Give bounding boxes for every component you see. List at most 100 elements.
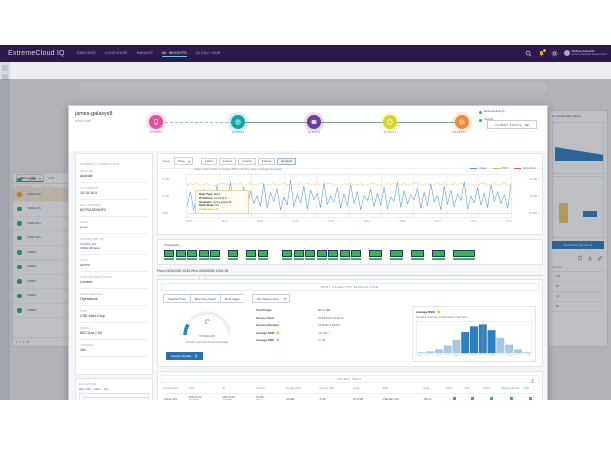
table-row[interactable]: › Store1-AP22020-02-2413:47:472020-02-24… [162, 393, 538, 400]
brand-logo[interactable]: ExtremeCloud IQ [8, 50, 65, 57]
trail-column-header[interactable]: To [221, 386, 256, 394]
nav-item-configure[interactable]: CONFIGURE [104, 51, 128, 55]
background-channel-item[interactable]: 48 [552, 282, 604, 292]
gauge-ap-name[interactable]: STORE1-AP4 [199, 335, 215, 338]
connectivity-chip[interactable] [390, 250, 403, 260]
nav-item-cloud-view[interactable]: CLOUD VIEW [195, 51, 221, 55]
connectivity-chip[interactable] [411, 250, 424, 260]
connectivity-chip[interactable] [293, 250, 304, 260]
trail-column-header[interactable]: Average RSSI [284, 386, 319, 394]
nav-item-ml-insights[interactable]: ML INSIGHTS [162, 50, 187, 57]
trail-column-header[interactable]: Auth [463, 386, 483, 394]
table-row[interactable]: WIRED [13, 304, 77, 318]
tab-most-time-spent[interactable]: Most Time Spent [189, 294, 220, 303]
background-channel-item[interactable]: 36 [552, 302, 604, 312]
connectivity-chip[interactable] [187, 250, 197, 260]
session-details-button-bg[interactable]: SESSION DETAILS [552, 241, 604, 249]
gear-icon[interactable] [551, 50, 558, 57]
chart-metric-select[interactable]: None [174, 157, 193, 165]
cell-service-name[interactable]: › Store1-AP2 [162, 393, 189, 400]
connectivity-chip[interactable] [305, 250, 315, 260]
pager-page-3[interactable]: 3 [22, 340, 25, 344]
table-row[interactable]: WIRED [13, 275, 77, 289]
trail-column-header[interactable]: DHCP [482, 386, 501, 394]
tab-real-time[interactable]: REAL TIME [16, 174, 45, 182]
topology-node-client[interactable] [146, 112, 166, 132]
connectivity-chip[interactable] [198, 250, 209, 260]
range-4-hours[interactable]: 4 Hours [238, 157, 256, 165]
top-margin [0, 0, 611, 45]
topology-node-gateway[interactable] [380, 112, 400, 132]
trail-column-header[interactable]: Service Name [162, 386, 189, 394]
client-tools-dropdown[interactable]: CLIENT TOOLS [487, 120, 537, 129]
tab-most-usage[interactable]: Most Usage [219, 294, 244, 303]
rail-button-2[interactable] [2, 74, 8, 80]
detail-field-value[interactable]: james [80, 225, 88, 229]
pager-page-1[interactable]: 1 [16, 340, 18, 344]
detail-field-link[interactable]: STORE1-AP4 [80, 243, 97, 246]
session-details-button[interactable]: Session Details [166, 352, 203, 360]
user-menu[interactable]: Mathew Edwards Extreme Networks Sample D… [563, 49, 607, 57]
tab-selected-time[interactable]: Selected Time [163, 294, 190, 303]
table-row[interactable]: WIRELESS [13, 217, 77, 231]
topology-node-firewall[interactable] [452, 112, 472, 132]
topology-node-router[interactable] [304, 112, 324, 132]
session-view-select[interactable]: Top Session View [251, 294, 290, 303]
background-channel-item[interactable]: 161 [552, 272, 604, 282]
trail-column-header[interactable]: Assoc [444, 386, 464, 394]
background-channel-item[interactable]: 44 [552, 292, 604, 302]
connectivity-chip[interactable] [282, 250, 292, 260]
range-2-hours[interactable]: 2 Hours [218, 157, 237, 165]
location-breadcrumb[interactable]: Mall › CSE... › Main... › Mai... [79, 388, 110, 391]
connectivity-chip[interactable] [453, 250, 475, 260]
nav-item-manage[interactable]: MANAGE [136, 51, 154, 55]
range-24-hours[interactable]: 24 Hours [277, 157, 297, 165]
connectivity-chip[interactable] [351, 250, 361, 260]
connectivity-chip[interactable] [328, 250, 338, 260]
pager-page-10[interactable]: 10 [26, 340, 30, 344]
bell-icon[interactable] [538, 49, 546, 57]
range-8-hours[interactable]: 8 Hours [257, 157, 276, 165]
connectivity-chips[interactable] [164, 250, 536, 260]
trail-column-header[interactable]: DNS [523, 386, 538, 394]
table-row[interactable]: WIRED [13, 260, 77, 275]
pager-page-2[interactable]: 2 [19, 340, 21, 344]
tooltip-health-link[interactable]: Health Score: 79 [199, 208, 219, 211]
rail-button-1[interactable] [2, 65, 8, 71]
table-row[interactable]: WIRELESS [13, 231, 77, 246]
connectivity-chip[interactable] [339, 250, 350, 260]
connectivity-chip[interactable] [175, 250, 186, 260]
connectivity-chip[interactable] [246, 250, 256, 260]
connectivity-chip[interactable] [210, 250, 220, 260]
table-row[interactable]: WIRED [13, 289, 77, 304]
download-icon[interactable] [530, 378, 535, 383]
tooltip-value: Client [213, 193, 221, 196]
refresh-icon[interactable] [577, 255, 583, 261]
table-row[interactable]: WIRED [13, 173, 77, 188]
connectivity-chip[interactable] [257, 250, 268, 260]
table-row[interactable]: WIRED [13, 246, 77, 260]
connectivity-chip[interactable] [316, 250, 327, 260]
connectivity-chip[interactable] [164, 250, 174, 260]
trail-column-header[interactable]: Usage [351, 386, 382, 394]
trail-column-header[interactable]: Duration [255, 386, 285, 394]
status-dot-icon [17, 235, 22, 240]
download-icon[interactable] [587, 255, 593, 261]
search-icon[interactable] [525, 50, 532, 57]
trail-column-header[interactable]: SSID [381, 386, 423, 394]
table-row[interactable]: WIRELESS [13, 202, 77, 217]
tab-historical[interactable]: HIS [48, 176, 55, 180]
trail-column-header[interactable]: Roam [422, 386, 445, 394]
connectivity-chip[interactable] [228, 250, 238, 260]
edit-icon[interactable] [597, 255, 603, 261]
connectivity-chip[interactable] [369, 250, 382, 260]
range-1-hour[interactable]: 1 Hour [200, 157, 217, 165]
trail-column-header[interactable]: Average SNR [318, 386, 352, 394]
connectivity-chip[interactable] [432, 250, 445, 260]
nav-item-onboard[interactable]: ONBOARD [76, 51, 96, 55]
trail-column-header[interactable]: Default Gateway [500, 386, 524, 394]
topology-node-switch[interactable] [228, 112, 248, 132]
table-row[interactable]: WIRELESS [13, 187, 77, 202]
floorplan-map[interactable] [79, 393, 149, 400]
trail-column-header[interactable]: From [188, 386, 222, 394]
